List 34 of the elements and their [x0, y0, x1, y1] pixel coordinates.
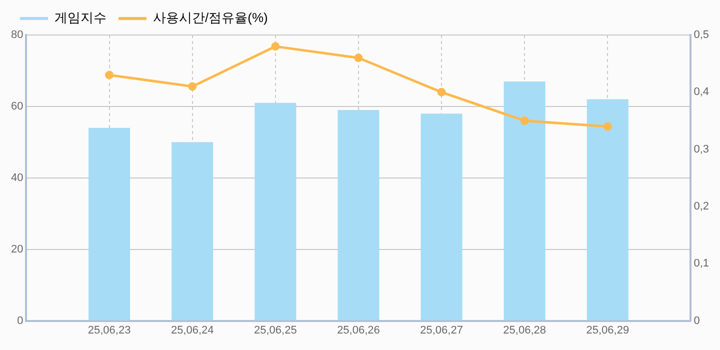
bar — [504, 81, 546, 320]
y2-tick-label: 0 — [694, 314, 700, 327]
y-tick-label: 20 — [10, 243, 24, 256]
y2-tick-label: 0,3 — [694, 143, 710, 156]
y2-tick-label: 0,2 — [694, 200, 710, 213]
bar — [420, 114, 462, 320]
y2-tick-label: 0,4 — [694, 86, 710, 98]
x-tick-label: 25,06,27 — [420, 324, 463, 336]
y2-tick-label: 0,1 — [694, 258, 710, 270]
y-tick-label: 40 — [10, 172, 24, 184]
y-tick-label: 0 — [17, 314, 24, 327]
y2-tick-label: 0,5 — [694, 29, 710, 42]
point — [354, 54, 363, 62]
x-tick-label: 25,06,26 — [337, 324, 380, 336]
y-tick-label: 60 — [10, 100, 24, 112]
legend-label: 게임지수 — [54, 10, 106, 26]
x-tick-label: 25,06,24 — [170, 324, 214, 336]
x-tick-label: 25,06,25 — [254, 324, 297, 336]
x-tick-label: 25,06,29 — [586, 324, 630, 336]
x-tick-label: 25,06,28 — [503, 324, 546, 336]
bar — [172, 142, 214, 320]
legend-label: 사용시간/점유율(%) — [153, 10, 268, 26]
point — [437, 88, 446, 96]
bar — [254, 102, 296, 320]
bar — [586, 99, 628, 320]
point — [520, 116, 529, 125]
y-tick-label: 80 — [10, 29, 24, 42]
point — [603, 122, 612, 131]
x-tick-label: 25,06,23 — [88, 324, 131, 336]
bar — [338, 110, 380, 320]
point — [271, 42, 280, 51]
bar — [88, 128, 130, 320]
point — [188, 82, 197, 91]
point — [105, 70, 114, 80]
